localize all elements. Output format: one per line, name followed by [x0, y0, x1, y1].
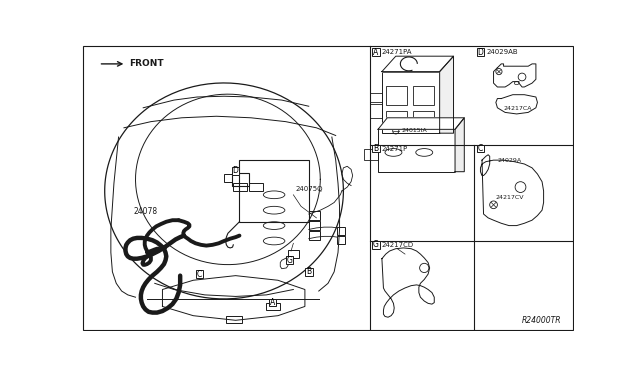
Text: R24000TR: R24000TR: [522, 316, 561, 326]
Polygon shape: [382, 56, 454, 71]
Polygon shape: [481, 155, 543, 225]
Bar: [337, 236, 345, 244]
Polygon shape: [455, 118, 464, 172]
Text: 24217CA: 24217CA: [504, 106, 532, 111]
Bar: [227, 316, 242, 323]
Bar: [477, 48, 484, 56]
Bar: [382, 71, 440, 133]
Text: G: G: [287, 256, 292, 265]
Text: B: B: [373, 144, 378, 153]
Bar: [378, 129, 455, 172]
Bar: [308, 221, 320, 230]
Bar: [285, 256, 293, 264]
Bar: [364, 150, 378, 160]
Bar: [305, 268, 312, 276]
Bar: [239, 160, 308, 222]
Text: D: D: [233, 166, 239, 176]
Bar: [337, 227, 345, 235]
Bar: [288, 250, 299, 258]
Text: 24271PA: 24271PA: [382, 49, 412, 55]
Text: A: A: [270, 298, 275, 307]
Bar: [372, 145, 380, 153]
Bar: [372, 241, 380, 249]
Bar: [308, 231, 320, 240]
Text: C: C: [478, 144, 483, 153]
Text: 24078: 24078: [134, 207, 158, 216]
Bar: [308, 211, 320, 220]
Bar: [269, 299, 276, 307]
Bar: [477, 145, 484, 153]
Polygon shape: [493, 64, 536, 87]
Bar: [386, 111, 407, 129]
Text: 24029AB: 24029AB: [486, 49, 518, 55]
Bar: [266, 302, 280, 310]
Text: D: D: [477, 48, 483, 57]
Text: 24075Q: 24075Q: [296, 186, 323, 192]
Polygon shape: [378, 118, 464, 129]
Bar: [250, 183, 263, 191]
Bar: [232, 167, 239, 175]
Text: 24217CV: 24217CV: [495, 195, 524, 200]
Bar: [234, 183, 247, 191]
Bar: [224, 174, 232, 182]
Text: A: A: [373, 48, 378, 57]
Bar: [413, 86, 435, 105]
Text: FRONT: FRONT: [129, 60, 164, 68]
Bar: [371, 104, 382, 118]
Bar: [372, 48, 380, 56]
Bar: [371, 93, 382, 102]
Text: B: B: [306, 267, 311, 276]
Bar: [413, 111, 435, 129]
Bar: [232, 173, 249, 186]
Text: C: C: [196, 270, 202, 279]
Bar: [196, 270, 204, 278]
Text: 24271P: 24271P: [382, 145, 408, 152]
Text: 24029A: 24029A: [497, 158, 522, 163]
Text: G: G: [373, 240, 379, 249]
Bar: [386, 86, 407, 105]
Text: 24217CD: 24217CD: [382, 242, 414, 248]
Polygon shape: [440, 56, 454, 133]
Polygon shape: [382, 248, 435, 317]
Text: 24015IA: 24015IA: [401, 128, 427, 134]
